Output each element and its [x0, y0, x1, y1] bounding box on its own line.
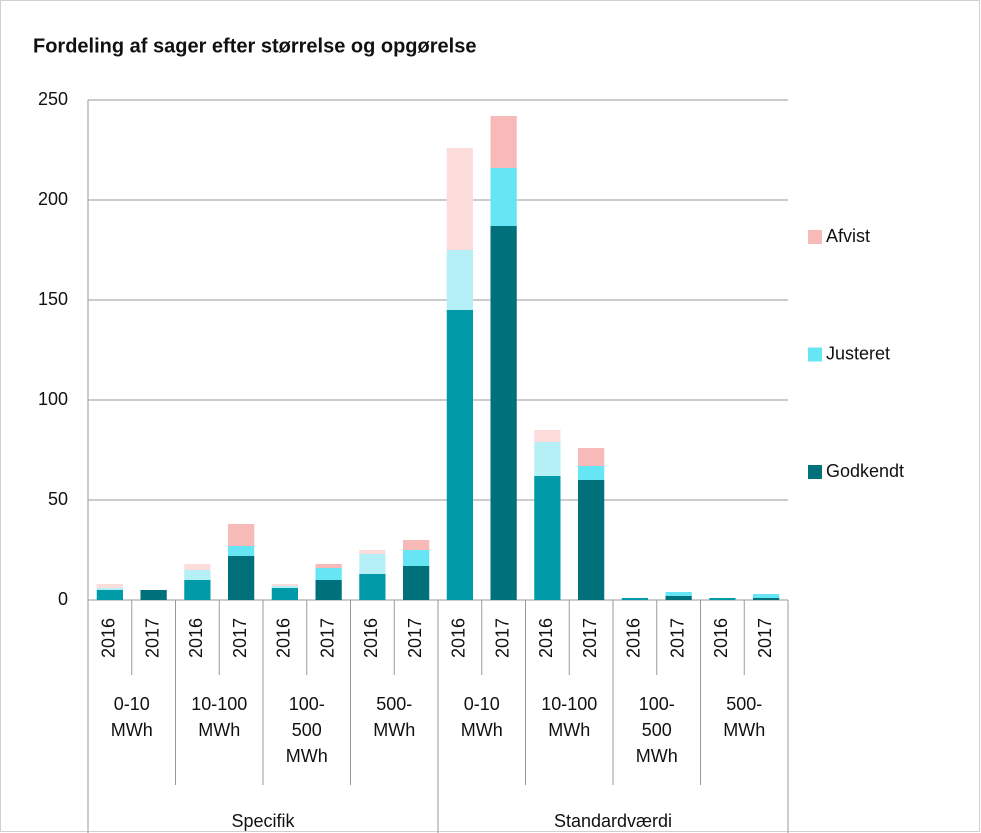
bar-segment [315, 580, 342, 600]
bar-segment [490, 116, 517, 168]
legend-swatch [808, 230, 822, 244]
legend-label: Afvist [826, 226, 870, 246]
bar-segment [271, 588, 298, 600]
bar-segment [753, 598, 780, 600]
x-tick-label: 2016 [186, 618, 206, 658]
subgroup-label: 500 [292, 720, 322, 740]
x-tick-label: 2017 [580, 618, 600, 658]
subgroup-label: 0-10 [464, 694, 500, 714]
bar-segment [753, 594, 780, 598]
x-tick-label: 2016 [274, 618, 294, 658]
subgroup-label: MWh [198, 720, 240, 740]
legend-label: Justeret [826, 343, 890, 363]
x-tick-label: 2017 [667, 618, 687, 658]
bar-segment [578, 480, 605, 600]
bar-segment [665, 596, 692, 600]
subgroup-label: MWh [111, 720, 153, 740]
x-tick-label: 2017 [317, 618, 337, 658]
bar-segment [403, 550, 430, 566]
x-tick-label: 2017 [405, 618, 425, 658]
x-tick-label: 2016 [711, 618, 731, 658]
bar-segment [184, 564, 211, 570]
bar-segment [403, 540, 430, 550]
x-tick-label: 2016 [536, 618, 556, 658]
bar-segment [446, 148, 473, 250]
legend-swatch [808, 465, 822, 479]
bar-segment [359, 554, 386, 574]
x-tick-label: 2017 [492, 618, 512, 658]
bar-segment [359, 550, 386, 554]
y-tick-label: 250 [38, 89, 68, 109]
y-tick-label: 150 [38, 289, 68, 309]
y-tick-label: 200 [38, 189, 68, 209]
x-tick-label: 2017 [755, 618, 775, 658]
bar-segment [534, 476, 561, 600]
subgroup-label: MWh [636, 746, 678, 766]
bar-segment [578, 466, 605, 480]
bar-segment [490, 226, 517, 600]
x-tick-label: 2016 [361, 618, 381, 658]
subgroup-label: 500- [726, 694, 762, 714]
bar-segment [96, 584, 123, 588]
bar-segment [96, 588, 123, 590]
subgroup-label: MWh [723, 720, 765, 740]
subgroup-label: 100- [639, 694, 675, 714]
legend-swatch [808, 347, 822, 362]
bar-segment [446, 250, 473, 310]
x-tick-label: 2017 [142, 618, 162, 658]
bar-segment [578, 448, 605, 466]
subgroup-label: 500- [376, 694, 412, 714]
group-label: Standardværdi [554, 811, 672, 831]
bar-segment [228, 556, 255, 600]
subgroup-label: 500 [642, 720, 672, 740]
bar-segment [359, 574, 386, 600]
bar-segment [184, 570, 211, 580]
subgroup-label: MWh [461, 720, 503, 740]
bar-segment [140, 590, 167, 600]
subgroup-label: 10-100 [541, 694, 597, 714]
legend-label: Godkendt [826, 461, 904, 481]
chart-title: Fordeling af sager efter størrelse og op… [33, 35, 476, 57]
x-tick-label: 2017 [230, 618, 250, 658]
bar-segment [228, 524, 255, 546]
subgroup-label: 10-100 [191, 694, 247, 714]
y-tick-label: 100 [38, 389, 68, 409]
x-tick-label: 2016 [99, 618, 119, 658]
bar-segment [403, 566, 430, 600]
x-tick-label: 2016 [449, 618, 469, 658]
bar-segment [96, 590, 123, 600]
bar-segment [315, 568, 342, 580]
subgroup-label: 100- [289, 694, 325, 714]
bar-segment [446, 310, 473, 600]
bar-segment [621, 598, 648, 600]
bar-segment [534, 442, 561, 476]
bar-segment [665, 592, 692, 596]
bar-segment [184, 580, 211, 600]
subgroup-label: 0-10 [114, 694, 150, 714]
y-tick-label: 0 [58, 589, 68, 609]
subgroup-label: MWh [286, 746, 328, 766]
bar-segment [490, 168, 517, 226]
bar-segment [709, 598, 736, 600]
bar-segment [315, 564, 342, 568]
bar-segment [228, 546, 255, 556]
bar-segment [534, 430, 561, 442]
bar-segment [271, 586, 298, 588]
y-tick-label: 50 [48, 489, 68, 509]
subgroup-label: MWh [373, 720, 415, 740]
group-label: Specifik [231, 811, 295, 831]
x-tick-label: 2016 [624, 618, 644, 658]
subgroup-label: MWh [548, 720, 590, 740]
bar-segment [271, 584, 298, 586]
